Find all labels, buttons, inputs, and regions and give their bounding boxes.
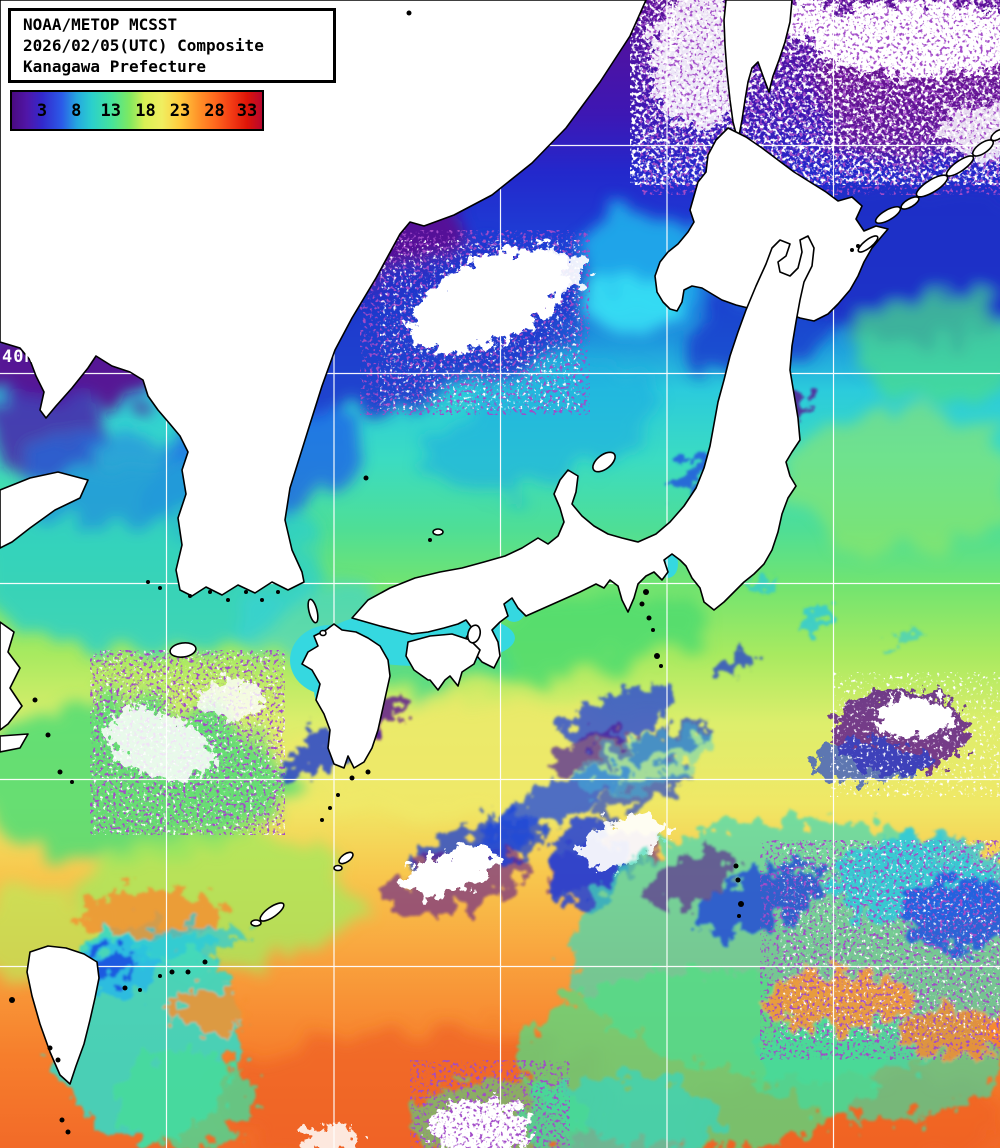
cloud-layer: [50, 0, 1000, 1148]
land-kyushu: [301, 623, 391, 769]
colorbar-tick: 13: [100, 100, 121, 121]
longitude-label-140e: 140E: [665, 1, 680, 53]
colorbar-tick: 3: [36, 100, 48, 121]
title-line-date: 2026/02/05(UTC) Composite: [23, 36, 264, 55]
land-sado: [592, 451, 616, 473]
title-box: NOAA/METOP MCSST 2026/02/05(UTC) Composi…: [8, 8, 336, 83]
land-taiwan: [26, 945, 100, 1085]
title-line-agency: Kanagawa Prefecture: [23, 57, 207, 76]
land-sakhalin: [723, 0, 793, 142]
latitude-label-40n: 40N: [2, 347, 36, 367]
land-tsushima: [307, 598, 319, 624]
small-islands: [9, 10, 860, 1135]
land-honshu: [351, 235, 815, 669]
land-okinawa: [259, 902, 285, 922]
land-amami: [338, 851, 354, 865]
land-china-coast: [0, 621, 23, 731]
land-kuril-islands: [857, 128, 1000, 253]
landmasses: [0, 0, 1000, 1085]
land-jeju: [169, 642, 197, 658]
colorbar-tick: 8: [71, 100, 82, 121]
sst-colorbar: 3 8 13 18 23 28 33: [10, 90, 264, 131]
colorbar-tick: 28: [204, 100, 225, 121]
colorbar-tick: 33: [236, 100, 258, 121]
colorbar-tick: 23: [169, 100, 191, 121]
land-shikoku: [405, 633, 481, 691]
title-line-product: NOAA/METOP MCSST: [23, 15, 178, 34]
land-asia-korea: [0, 0, 647, 597]
land-shandong: [0, 471, 89, 549]
land-awaji: [466, 624, 482, 644]
colorbar-tick: 18: [135, 100, 156, 121]
